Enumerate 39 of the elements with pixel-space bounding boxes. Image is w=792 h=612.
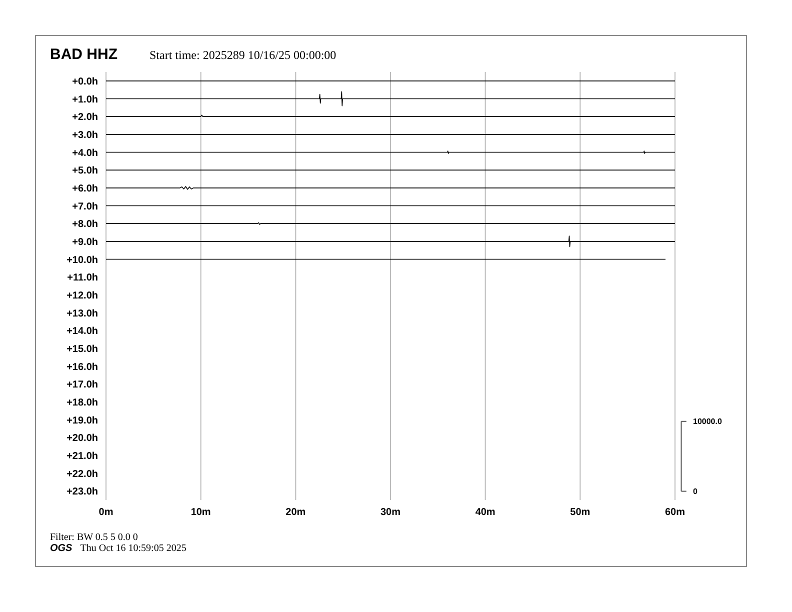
y-tick-label: +18.0h	[66, 397, 98, 408]
x-tick-label: 30m	[380, 507, 401, 518]
y-tick-label: +22.0h	[66, 468, 98, 480]
chart-subtitle: Start time: 2025289 10/16/25 00:00:00	[150, 48, 336, 63]
y-tick-label: +10.0h	[66, 254, 98, 266]
y-tick-label: +11.0h	[67, 272, 98, 284]
y-tick-label: +23.0h	[66, 486, 98, 498]
text: Thu Oct 16 10:59:05 2025	[80, 543, 186, 554]
x-tick-label: 40m	[475, 507, 496, 518]
y-tick-label: +15.0h	[66, 344, 98, 355]
y-tick-label: +0.0h	[72, 76, 98, 88]
x-tick-label: 10m	[190, 507, 211, 518]
text: Filter: BW 0.5 5 0.0 0	[50, 532, 139, 543]
y-tick-label: +12.0h	[66, 290, 98, 302]
x-tick-label: 0m	[98, 507, 114, 518]
y-tick-label: +7.0h	[72, 201, 98, 212]
y-tick-label: +13.0h	[66, 308, 98, 320]
y2-tick-label: 0	[693, 487, 698, 496]
y-tick-label: +14.0h	[66, 326, 98, 338]
y-tick-label: +20.0h	[66, 433, 98, 444]
y-tick-label: +6.0h	[72, 183, 98, 194]
y2-tick-label: 10000.0	[693, 417, 722, 426]
y-tick-label: +4.0h	[72, 148, 98, 159]
y-tick-label: +1.0h	[72, 94, 98, 106]
y-tick-label: +2.0h	[72, 112, 98, 124]
y-tick-label: +3.0h	[72, 130, 98, 141]
y-tick-label: +9.0h	[72, 236, 98, 248]
y-tick-label: +5.0h	[72, 166, 98, 177]
x-tick-label: 50m	[570, 507, 590, 518]
line-series	[106, 91, 675, 106]
y-tick-label: +16.0h	[66, 362, 98, 373]
y-tick-label: +19.0h	[66, 415, 98, 426]
x-tick-label: 20m	[286, 507, 306, 518]
y-tick-label: +8.0h	[72, 219, 98, 230]
y-tick-label: +17.0h	[66, 380, 98, 391]
x-tick-label: 60m	[664, 507, 686, 518]
y-tick-label: +21.0h	[66, 450, 98, 462]
chart-title: BAD HHZ	[50, 46, 118, 63]
text: OGS	[50, 543, 72, 554]
